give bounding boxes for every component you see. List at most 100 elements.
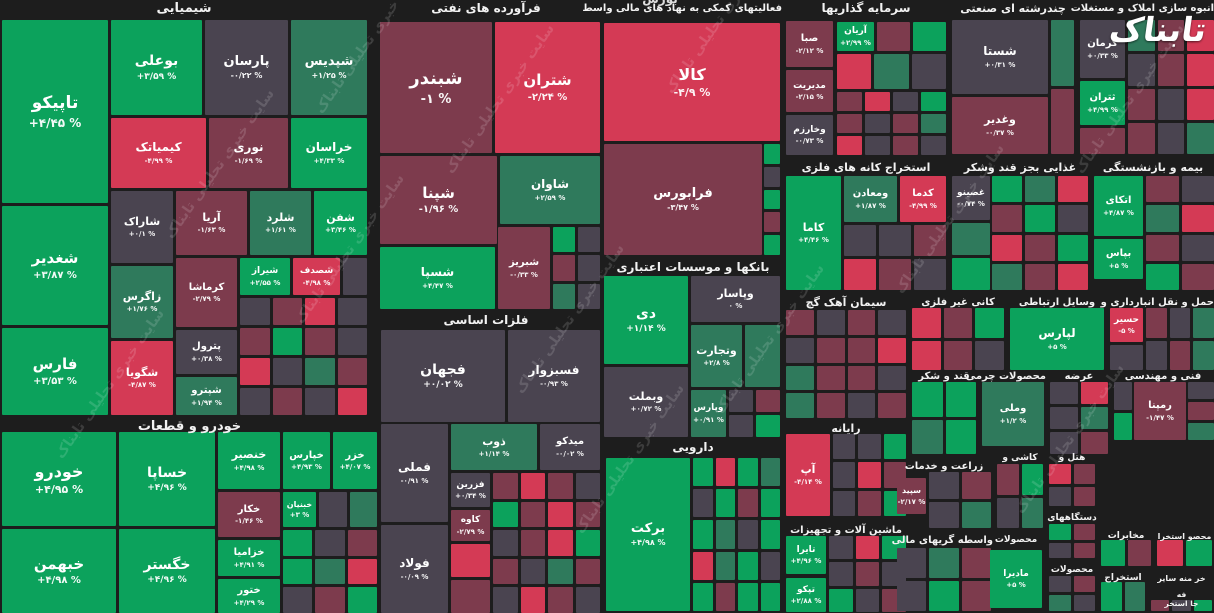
mini-tile[interactable] xyxy=(1146,234,1179,261)
mini-tile[interactable] xyxy=(997,497,1019,528)
mini-tile[interactable] xyxy=(1050,432,1078,454)
stock-tile-products-madira[interactable]: مادیرا +۵ % xyxy=(990,550,1042,608)
mini-tile[interactable] xyxy=(729,415,753,437)
mini-tile[interactable] xyxy=(1146,263,1179,290)
mini-tile[interactable] xyxy=(715,582,735,611)
mini-tile[interactable] xyxy=(575,530,600,556)
stock-tile-chemicals[interactable]: شاراک +۰/۱ % xyxy=(111,191,173,263)
mini-tile[interactable] xyxy=(272,388,302,415)
mini-tile[interactable] xyxy=(1157,54,1185,86)
mini-tile[interactable] xyxy=(1146,340,1167,370)
stock-tile-auto-parts[interactable]: ختور +۴/۲۹ % xyxy=(218,579,280,613)
mini-tile[interactable] xyxy=(879,225,911,256)
stock-tile-oil-products[interactable]: شبریز -۰/۳۳ % xyxy=(498,227,550,309)
mini-tile[interactable] xyxy=(693,489,713,518)
mini-tile[interactable] xyxy=(729,390,753,412)
mini-tile[interactable] xyxy=(833,462,856,488)
mini-tile[interactable] xyxy=(1146,205,1179,232)
mini-tile[interactable] xyxy=(548,501,573,528)
mini-tile[interactable] xyxy=(878,310,906,335)
mini-tile[interactable] xyxy=(858,462,881,488)
mini-tile[interactable] xyxy=(1128,122,1155,154)
mini-tile[interactable] xyxy=(877,22,910,51)
mini-tile[interactable] xyxy=(240,328,270,355)
stock-tile-investments[interactable]: مدیریت -۲/۱۵ % xyxy=(786,70,833,112)
mini-tile[interactable] xyxy=(829,562,853,586)
stock-tile-chemicals[interactable]: بوعلی +۳/۵۹ % xyxy=(111,20,202,115)
mini-tile[interactable] xyxy=(493,501,518,528)
mini-tile[interactable] xyxy=(1025,263,1055,290)
mini-tile[interactable] xyxy=(1187,122,1214,154)
mini-tile[interactable] xyxy=(240,298,270,325)
mini-tile[interactable] xyxy=(315,530,345,556)
stock-tile-chemicals[interactable]: زاگرس +۱/۷۶ % xyxy=(111,266,173,338)
mini-tile[interactable] xyxy=(715,458,735,487)
mini-tile[interactable] xyxy=(1025,176,1055,203)
stock-tile-oil-products[interactable]: شاوان +۲/۵۹ % xyxy=(500,156,600,224)
stock-tile-investments[interactable]: صبا -۲/۱۲ % xyxy=(786,21,833,67)
mini-tile[interactable] xyxy=(874,54,909,89)
mini-tile[interactable] xyxy=(914,259,946,290)
mini-tile[interactable] xyxy=(1025,234,1055,261)
mini-tile[interactable] xyxy=(1151,600,1170,611)
mini-tile[interactable] xyxy=(305,298,335,325)
stock-tile-auto-parts[interactable]: خنصیر +۴/۹۸ % xyxy=(218,432,280,489)
stock-tile-oil-products[interactable]: شتران -۲/۲۴ % xyxy=(495,22,600,153)
mini-tile[interactable] xyxy=(272,328,302,355)
stock-tile-basic-metals[interactable]: میدکو -۰/۰۲ % xyxy=(540,424,600,470)
mini-tile[interactable] xyxy=(992,263,1022,290)
mini-tile[interactable] xyxy=(575,501,600,528)
mini-tile[interactable] xyxy=(240,388,270,415)
mini-tile[interactable] xyxy=(879,259,911,290)
stock-tile-oil-products[interactable]: شپنا -۱/۹۶ % xyxy=(380,156,497,244)
mini-tile[interactable] xyxy=(343,258,367,295)
mini-tile[interactable] xyxy=(952,258,990,290)
mini-tile[interactable] xyxy=(520,501,545,528)
mini-tile[interactable] xyxy=(347,587,377,613)
mini-tile[interactable] xyxy=(760,458,780,487)
stock-tile-oil-products[interactable]: شبندر -۱ % xyxy=(380,22,492,153)
stock-tile-basic-metals[interactable]: کاوه -۲/۷۹ % xyxy=(451,510,490,541)
mini-tile[interactable] xyxy=(1127,540,1151,566)
stock-tile-chemicals[interactable]: شغدیر +۳/۸۷ % xyxy=(2,206,108,325)
mini-tile[interactable] xyxy=(865,136,890,155)
mini-tile[interactable] xyxy=(283,558,313,585)
mini-tile[interactable] xyxy=(786,393,814,418)
mini-tile[interactable] xyxy=(865,114,890,133)
mini-tile[interactable] xyxy=(1110,345,1143,370)
stock-tile-auto-parts[interactable]: خپارس +۴/۹۳ % xyxy=(283,432,330,489)
mini-tile[interactable] xyxy=(1187,54,1214,86)
mini-tile[interactable] xyxy=(975,340,1004,370)
mini-tile[interactable] xyxy=(305,388,335,415)
stock-tile-basic-metals[interactable]: فسبزوار -۰/۹۳ % xyxy=(508,330,600,422)
mini-tile[interactable] xyxy=(961,548,991,578)
stock-tile-chemicals[interactable]: شپترو +۱/۹۴ % xyxy=(176,377,237,415)
mini-tile[interactable] xyxy=(952,223,990,255)
stock-tile-basic-metals[interactable]: فزرین +۰/۳۴ % xyxy=(451,473,490,507)
mini-tile[interactable] xyxy=(997,464,1019,495)
stock-tile-auto-parts[interactable]: خزامیا +۴/۹۱ % xyxy=(218,540,280,576)
mini-tile[interactable] xyxy=(1114,382,1132,410)
stock-tile-chemicals[interactable]: شپدیس +۱/۲۵ % xyxy=(291,20,367,115)
mini-tile[interactable] xyxy=(921,114,946,133)
mini-tile[interactable] xyxy=(764,166,780,187)
mini-tile[interactable] xyxy=(786,337,814,363)
mini-tile[interactable] xyxy=(1080,382,1108,404)
mini-tile[interactable] xyxy=(883,434,906,460)
mini-tile[interactable] xyxy=(816,393,845,418)
mini-tile[interactable] xyxy=(337,388,367,415)
stock-tile-real-estate[interactable]: ثتران +۴/۹۹ % xyxy=(1080,81,1125,125)
mini-tile[interactable] xyxy=(347,530,377,556)
mini-tile[interactable] xyxy=(1181,234,1214,261)
mini-tile[interactable] xyxy=(1187,20,1214,52)
mini-tile[interactable] xyxy=(1058,205,1088,232)
mini-tile[interactable] xyxy=(1146,176,1179,203)
stock-tile-real-estate[interactable]: کرمان +۰/۳۳ % xyxy=(1080,20,1125,78)
mini-tile[interactable] xyxy=(1172,600,1191,611)
mini-tile[interactable] xyxy=(553,283,575,309)
stock-tile-computers[interactable]: آپ -۴/۱۴ % xyxy=(786,434,830,516)
mini-tile[interactable] xyxy=(1050,407,1078,429)
mini-tile[interactable] xyxy=(992,205,1022,232)
mini-tile[interactable] xyxy=(1021,464,1043,495)
stock-tile-basic-metals[interactable]: فولاد -۰/۰۹ % xyxy=(381,525,448,613)
